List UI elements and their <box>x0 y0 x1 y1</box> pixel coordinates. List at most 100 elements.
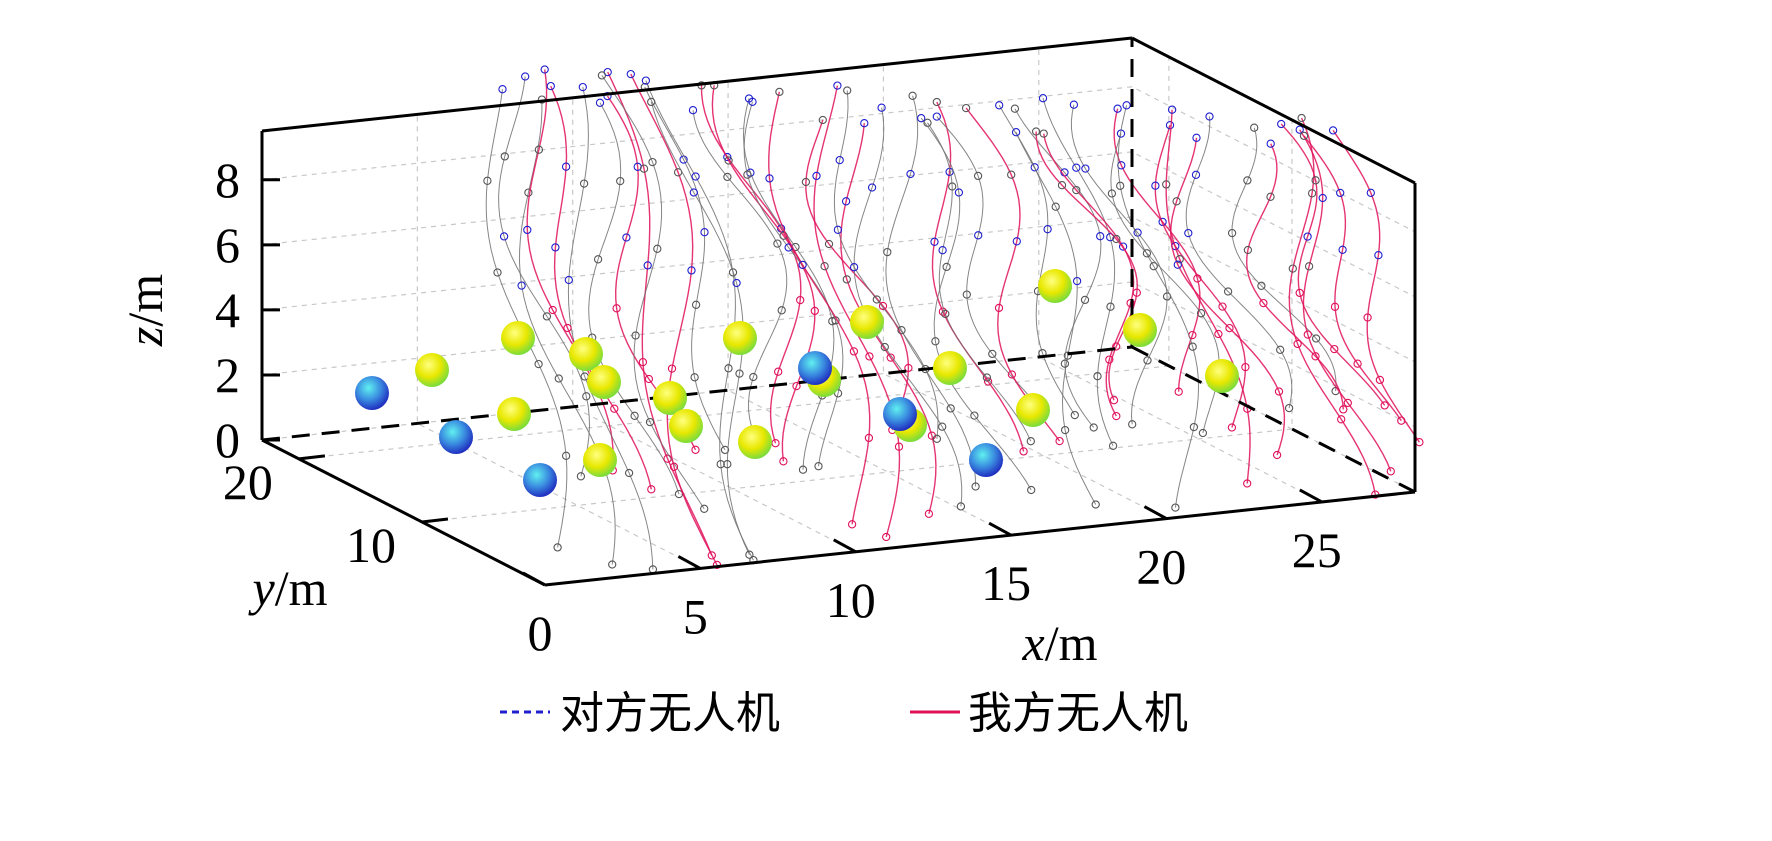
trajectory-marker <box>970 411 979 420</box>
trajectory-marker <box>669 462 679 471</box>
trajectory-marker <box>833 81 842 90</box>
trajectory-marker <box>1132 288 1141 297</box>
trajectory-marker <box>878 301 888 311</box>
trajectory-line <box>1299 129 1392 472</box>
trajectory-marker <box>818 115 827 125</box>
legend-label-enemy: 对方无人机 <box>560 688 780 739</box>
obstacle-sphere-yellow <box>587 365 621 399</box>
z-tick-label: 2 <box>215 347 240 403</box>
z-axis-title: z/m <box>117 274 173 347</box>
trajectory-marker <box>1072 185 1081 195</box>
trajectory-line <box>920 117 1032 491</box>
trajectory-marker <box>865 352 874 361</box>
trajectory-marker <box>1112 342 1121 351</box>
trajectory-marker <box>930 237 939 246</box>
trajectory-marker <box>498 85 507 94</box>
grid-line <box>261 86 1416 233</box>
trajectory-marker <box>1043 225 1052 234</box>
trajectory-marker <box>1093 372 1102 381</box>
trajectory-marker <box>1107 189 1117 198</box>
trajectory-marker <box>877 103 886 112</box>
trajectory-marker <box>882 532 891 542</box>
trajectory-marker <box>961 103 971 113</box>
trajectory-marker <box>1386 467 1395 476</box>
trajectory-marker <box>974 231 983 240</box>
trajectory-marker <box>639 164 649 173</box>
trajectory-marker <box>1038 94 1048 103</box>
trajectory-marker <box>988 349 997 359</box>
trajectory-marker <box>941 309 950 319</box>
trajectory-marker <box>835 155 844 165</box>
trajectory-marker <box>1295 288 1304 298</box>
trajectory-line <box>1154 125 1247 428</box>
x-tick-mark <box>832 538 857 554</box>
trajectory-marker <box>554 374 563 383</box>
trajectory-marker <box>540 65 549 74</box>
trajectory-line <box>711 85 816 462</box>
trajectory-line <box>1035 131 1139 401</box>
trajectory-line <box>813 85 901 538</box>
obstacle-sphere-yellow <box>583 443 617 477</box>
trajectory-marker <box>624 468 634 478</box>
grid-line <box>421 119 1293 523</box>
trajectory-marker <box>841 197 851 206</box>
trajectory-marker <box>1272 450 1282 460</box>
trajectory-marker <box>597 71 607 80</box>
trajectory-line <box>965 107 1061 442</box>
trajectory-line <box>1231 127 1337 392</box>
trajectory-line <box>1303 135 1402 422</box>
trajectory-marker <box>1366 188 1375 197</box>
trajectory-marker <box>1165 121 1175 130</box>
trajectory-line <box>498 76 591 477</box>
trajectory-marker <box>1069 100 1079 109</box>
z-tick-label: 0 <box>215 412 240 468</box>
z-tick-label: 4 <box>215 282 240 338</box>
x-tick-mark <box>677 555 702 570</box>
trajectory-marker <box>1191 170 1201 179</box>
trajectory-marker <box>1158 217 1167 227</box>
trajectory-marker <box>1070 410 1079 420</box>
trajectory-line <box>743 101 844 467</box>
trajectory-marker <box>1353 359 1362 368</box>
trajectory-marker <box>647 97 656 107</box>
trajectory-line <box>1015 131 1097 505</box>
trajectory-marker <box>1108 441 1118 450</box>
trajectory-marker <box>641 76 651 85</box>
trajectory-line <box>630 73 718 566</box>
trajectory-marker <box>1295 125 1304 134</box>
trajectory-line <box>1280 123 1386 406</box>
trajectory-marker <box>1060 359 1070 368</box>
trajectory-marker <box>1337 415 1346 424</box>
trajectory-marker <box>643 261 652 270</box>
trajectory-marker <box>908 91 917 100</box>
trajectory-marker <box>1030 163 1039 172</box>
trajectory-line <box>1117 105 1200 508</box>
trajectory-marker <box>603 91 612 101</box>
trajectory-marker <box>638 357 648 367</box>
trajectory-line <box>1169 137 1286 456</box>
trajectory-marker <box>932 97 941 107</box>
trajectory-marker <box>630 411 639 420</box>
trajectory-marker <box>534 359 543 369</box>
grid-line <box>882 64 1167 520</box>
grid-line <box>261 131 546 586</box>
trajectory-marker <box>612 304 621 313</box>
trajectories <box>483 65 1424 574</box>
y-tick-mark <box>298 454 326 461</box>
trajectory-marker <box>833 225 843 234</box>
trajectory-marker <box>814 462 823 471</box>
trajectory-marker <box>579 179 589 188</box>
trajectory-marker <box>1010 104 1020 113</box>
x-tick-mark <box>1143 505 1168 520</box>
trajectory-marker <box>1151 181 1160 190</box>
trajectory-marker <box>1149 262 1158 271</box>
trajectory-marker <box>551 243 560 252</box>
trajectory-marker <box>1113 104 1122 113</box>
trajectory-marker <box>983 377 993 386</box>
trajectory-marker <box>1188 342 1197 351</box>
trajectory-marker <box>1142 249 1152 258</box>
trajectory-marker <box>1143 356 1152 365</box>
x-tick-label: 25 <box>1292 522 1342 578</box>
